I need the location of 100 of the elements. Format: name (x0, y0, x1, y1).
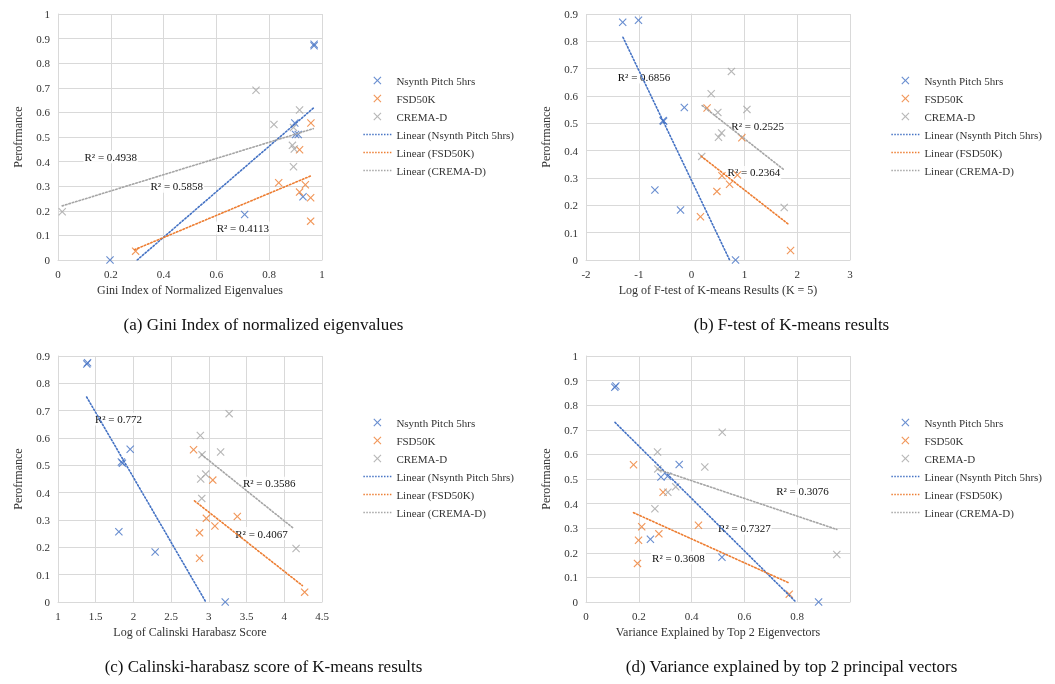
x-tick-label: 2 (794, 267, 800, 280)
x-tick-label: 4.5 (315, 609, 330, 622)
y-axis-title: Perofrmance (539, 448, 553, 510)
annotation: R² = 0.3586 (242, 477, 296, 490)
y-tick-label: 0.5 (36, 459, 51, 472)
text: (a) Gini Index of normalized eigenvalues (123, 315, 404, 334)
legend-label: Linear (CREMA-D) (396, 506, 487, 520)
legend-label: FSD50K (396, 434, 436, 447)
legend-label: Linear (Nsynth Pitch 5hrs) (396, 470, 515, 484)
y-tick-label: 0.9 (36, 350, 51, 362)
x-tick-label: 0.4 (684, 609, 699, 622)
y-axis-title: Perofrmance (11, 448, 25, 510)
x-tick-label: 0.4 (156, 267, 171, 280)
y-tick-label: 0.6 (36, 432, 51, 444)
legend-label: Nsynth Pitch 5hrs (924, 74, 1004, 87)
y-tick-label: 0.4 (36, 486, 51, 499)
y-tick-label: 0.8 (36, 57, 51, 70)
text: (b) F-test of K-means results (693, 315, 890, 334)
x-tick-label: 3 (847, 267, 854, 280)
legend-label: FSD50K (924, 434, 964, 447)
x-tick-label: 0.2 (103, 267, 118, 280)
x-tick-label: 2.5 (164, 609, 179, 622)
y-tick-label: 0.2 (564, 199, 578, 212)
legend-label: Linear (CREMA-D) (924, 164, 1015, 178)
x-tick-label: 3.5 (239, 609, 254, 622)
annotation: R² = 0.6856 (617, 70, 671, 83)
y-axis-title: Perofrmance (539, 106, 553, 168)
x-tick-label: 1.5 (88, 609, 104, 622)
text: (c) Calinski-harabasz score of K-means results (104, 657, 423, 676)
legend-label: Nsynth Pitch 5hrs (396, 74, 476, 87)
y-tick-label: 0.4 (36, 155, 51, 168)
legend-label: CREMA-D (396, 452, 448, 465)
y-tick-label: 0.3 (36, 180, 51, 193)
x-axis-title: Variance Explained by Top 2 Eigenvectors (615, 624, 821, 639)
x-tick-label: 0.8 (262, 267, 277, 280)
x-tick-label: -1 (634, 267, 644, 280)
y-axis-title: Perofrmance (11, 106, 25, 168)
legend-label: Linear (CREMA-D) (396, 164, 487, 178)
legend-label: CREMA-D (396, 110, 448, 123)
annotation: R² = 0.3608 (652, 551, 706, 564)
y-tick-label: 0 (572, 596, 579, 608)
y-tick-label: 0 (44, 254, 51, 266)
x-tick-label: 3 (206, 609, 213, 622)
x-tick-label: 0.6 (737, 609, 752, 622)
y-tick-label: 0.3 (36, 514, 51, 526)
x-axis-title: Gini Index of Normalized Eigenvalues (97, 282, 284, 297)
annotation: R² = 0.3076 (776, 485, 830, 498)
y-tick-label: 0.8 (36, 377, 51, 390)
y-tick-label: 0.7 (36, 404, 51, 417)
y-tick-label: 0.3 (564, 522, 579, 535)
y-tick-label: 0.9 (564, 8, 579, 20)
y-tick-label: 0.1 (36, 568, 50, 581)
y-tick-label: 0.9 (564, 374, 579, 387)
legend-label: CREMA-D (924, 452, 976, 465)
y-tick-label: 0.2 (36, 541, 50, 554)
y-tick-label: 0 (44, 596, 51, 608)
annotation: R² = 0.2525 (731, 120, 785, 133)
y-tick-label: 0 (572, 254, 579, 266)
x-tick-label: 0.2 (631, 609, 646, 622)
x-tick-label: 1 (741, 267, 748, 280)
annotation: R² = 0.4938 (84, 150, 138, 163)
text: (d) Variance explained by top 2 principal vectors (625, 657, 958, 676)
annotation: R² = 0.4113 (216, 222, 270, 235)
x-tick-label: 0 (55, 267, 62, 280)
x-tick-label: 1 (55, 609, 61, 622)
y-tick-label: 0.5 (564, 117, 579, 130)
legend-label: Nsynth Pitch 5hrs (924, 416, 1004, 429)
legend-label: FSD50K (924, 92, 964, 105)
legend-label: Linear (Nsynth Pitch 5hrs) (396, 128, 515, 142)
y-tick-label: 0.6 (36, 106, 51, 119)
y-tick-label: 0.1 (564, 226, 578, 239)
legend-label: Linear (FSD50K) (396, 488, 475, 502)
annotation: R² = 0.5858 (150, 180, 204, 193)
y-tick-label: 0.3 (564, 172, 579, 184)
legend-label: CREMA-D (924, 110, 976, 123)
annotation: R² = 0.2364 (727, 166, 781, 179)
x-tick-label: 1 (319, 267, 325, 280)
y-tick-label: 0.2 (36, 204, 50, 217)
legend-label: Nsynth Pitch 5hrs (396, 416, 476, 429)
y-tick-label: 0.8 (564, 35, 579, 48)
y-tick-label: 0.5 (36, 131, 51, 143)
y-tick-label: 0.9 (36, 32, 51, 45)
legend-label: FSD50K (396, 92, 436, 105)
legend-label: Linear (FSD50K) (924, 146, 1003, 160)
x-axis-title: Log of F-test of K-means Results (K = 5) (618, 282, 818, 297)
legend-label: Linear (Nsynth Pitch 5hrs) (924, 128, 1043, 142)
y-tick-label: 0.2 (564, 546, 578, 559)
y-tick-label: 0.4 (564, 497, 579, 510)
y-tick-label: 0.7 (564, 423, 579, 436)
y-tick-label: 1 (44, 8, 50, 20)
x-tick-label: 4 (281, 609, 288, 622)
y-tick-label: 0.6 (564, 448, 579, 461)
x-tick-label: 0 (688, 267, 695, 280)
y-tick-label: 0.1 (36, 229, 50, 242)
y-tick-label: 0.1 (564, 571, 578, 584)
x-tick-label: 2 (130, 609, 137, 622)
y-tick-label: 0.8 (564, 399, 579, 412)
x-tick-label: 0.6 (209, 267, 224, 280)
legend-label: Linear (Nsynth Pitch 5hrs) (924, 470, 1043, 484)
y-tick-label: 0.4 (564, 144, 579, 157)
